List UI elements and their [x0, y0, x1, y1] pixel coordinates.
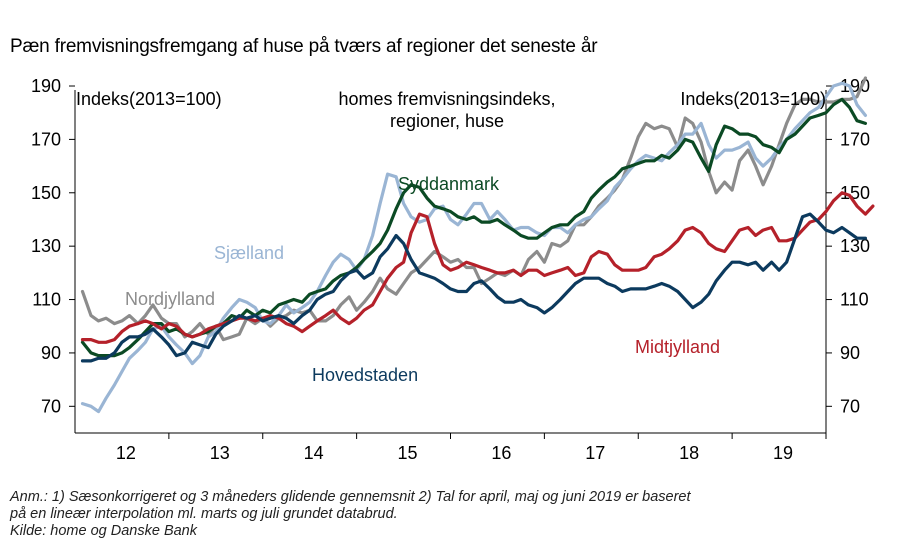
y-tick-label-left: 190: [31, 76, 61, 96]
chart-subtitle-line1: homes fremvisningsindeks,: [338, 89, 555, 109]
series-label-syddanmark: Syddanmark: [398, 174, 500, 194]
series-label-midtjylland: Midtjylland: [635, 337, 720, 357]
chart-title: Pæn fremvisningsfremgang af huse på tvær…: [10, 36, 598, 57]
y-tick-label-right: 150: [840, 183, 870, 203]
footnote: Anm.: 1) Sæsonkorrigeret og 3 måneders g…: [10, 489, 900, 540]
y-tick-label-left: 90: [41, 343, 61, 363]
y-tick-label-right: 110: [840, 290, 869, 310]
ylabel-right: Indeks(2013=100): [680, 89, 826, 109]
y-tick-label-left: 110: [32, 290, 61, 310]
series-line-hovedstaden: [80, 212, 867, 363]
series-layer: [80, 76, 875, 414]
series-line-midtjylland: [80, 191, 875, 344]
y-tick-label-right: 130: [840, 236, 870, 256]
x-tick-label: 15: [398, 443, 418, 463]
series-label-nordjylland: Nordjylland: [125, 289, 215, 309]
label-layer: Indeks(2013=100) Indeks(2013=100) homes …: [76, 89, 826, 385]
ylabel-left: Indeks(2013=100): [76, 89, 222, 109]
y-tick-label-right: 90: [840, 343, 860, 363]
x-tick-label: 13: [210, 443, 230, 463]
x-tick-label: 17: [585, 443, 605, 463]
series-label-sjaelland: Sjælland: [214, 243, 284, 263]
y-tick-label-left: 150: [31, 183, 61, 203]
x-tick-label: 18: [679, 443, 699, 463]
y-tick-label-right: 170: [840, 129, 870, 149]
x-tick-label: 19: [773, 443, 793, 463]
x-tick-label: 16: [491, 443, 511, 463]
chart-subtitle-line2: regioner, huse: [390, 111, 504, 131]
y-tick-label-left: 70: [41, 396, 61, 416]
series-label-hovedstaden: Hovedstaden: [312, 365, 418, 385]
footnote-source: Kilde: home og Danske Bank: [10, 523, 197, 539]
y-tick-label-left: 130: [31, 236, 61, 256]
series-line-sjaelland: [80, 81, 867, 414]
x-tick-label: 12: [116, 443, 136, 463]
footnote-line1: Anm.: 1) Sæsonkorrigeret og 3 måneders g…: [10, 489, 691, 505]
x-tick-label: 14: [304, 443, 324, 463]
footnote-line2: på en lineær interpolation ml. marts og …: [10, 506, 398, 522]
y-tick-label-right: 70: [840, 396, 860, 416]
y-tick-label-left: 170: [31, 129, 61, 149]
